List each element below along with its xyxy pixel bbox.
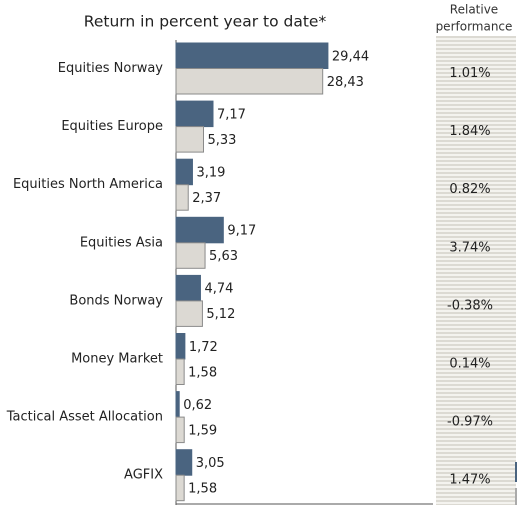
value-label: 28,43 xyxy=(327,75,364,90)
value-label: 5,12 xyxy=(206,307,235,322)
relative-value: 1.47% xyxy=(449,473,490,488)
bar xyxy=(175,100,214,128)
relative-value: 0.14% xyxy=(449,357,490,372)
value-label: 29,44 xyxy=(332,49,369,64)
bar xyxy=(175,474,185,502)
bar xyxy=(175,333,186,360)
category-label: Equities Asia xyxy=(80,235,163,250)
value-label: 3,19 xyxy=(196,165,225,180)
chart-title: Return in percent year to date* xyxy=(84,13,327,31)
value-label: 5,33 xyxy=(208,133,237,148)
value-label: 5,63 xyxy=(209,249,238,264)
value-label: 9,17 xyxy=(227,224,256,239)
bar xyxy=(175,68,324,95)
bar xyxy=(175,300,203,327)
relative-value: 1.84% xyxy=(449,124,490,139)
relative-value: 0.82% xyxy=(449,182,490,197)
value-label: 1,58 xyxy=(188,481,217,496)
value-label: 0,62 xyxy=(183,398,212,413)
bar xyxy=(175,158,193,186)
bar xyxy=(175,42,329,69)
value-label: 4,74 xyxy=(204,282,233,297)
category-label: Equities North America xyxy=(13,177,163,192)
category-label: Equities Europe xyxy=(61,119,163,134)
relative-header: performance xyxy=(436,20,513,34)
category-label: Bonds Norway xyxy=(69,293,163,308)
value-label: 1,59 xyxy=(188,423,217,438)
category-label: Tactical Asset Allocation xyxy=(6,410,163,425)
bar xyxy=(175,416,185,444)
bar xyxy=(175,242,206,269)
category-label: Money Market xyxy=(71,352,163,367)
value-label: 7,17 xyxy=(217,107,246,122)
bar xyxy=(175,358,185,385)
bar xyxy=(175,274,201,302)
relative-value: 3.74% xyxy=(449,240,490,255)
category-label: Equities Norway xyxy=(58,61,164,76)
relative-value: -0.97% xyxy=(447,415,493,430)
relative-column xyxy=(436,36,516,505)
bar xyxy=(175,126,205,153)
value-label: 3,05 xyxy=(196,456,225,471)
bar xyxy=(175,391,180,418)
relative-header: Relative xyxy=(450,3,498,17)
value-label: 1,72 xyxy=(189,340,218,355)
value-label: 2,37 xyxy=(192,191,221,206)
value-label: 1,58 xyxy=(188,365,217,380)
relative-value: -0.38% xyxy=(447,298,493,313)
bar xyxy=(175,184,189,211)
relative-value: 1.01% xyxy=(449,66,490,81)
bar xyxy=(175,449,193,476)
bar xyxy=(175,216,224,244)
category-label: AGFIX xyxy=(124,468,163,483)
